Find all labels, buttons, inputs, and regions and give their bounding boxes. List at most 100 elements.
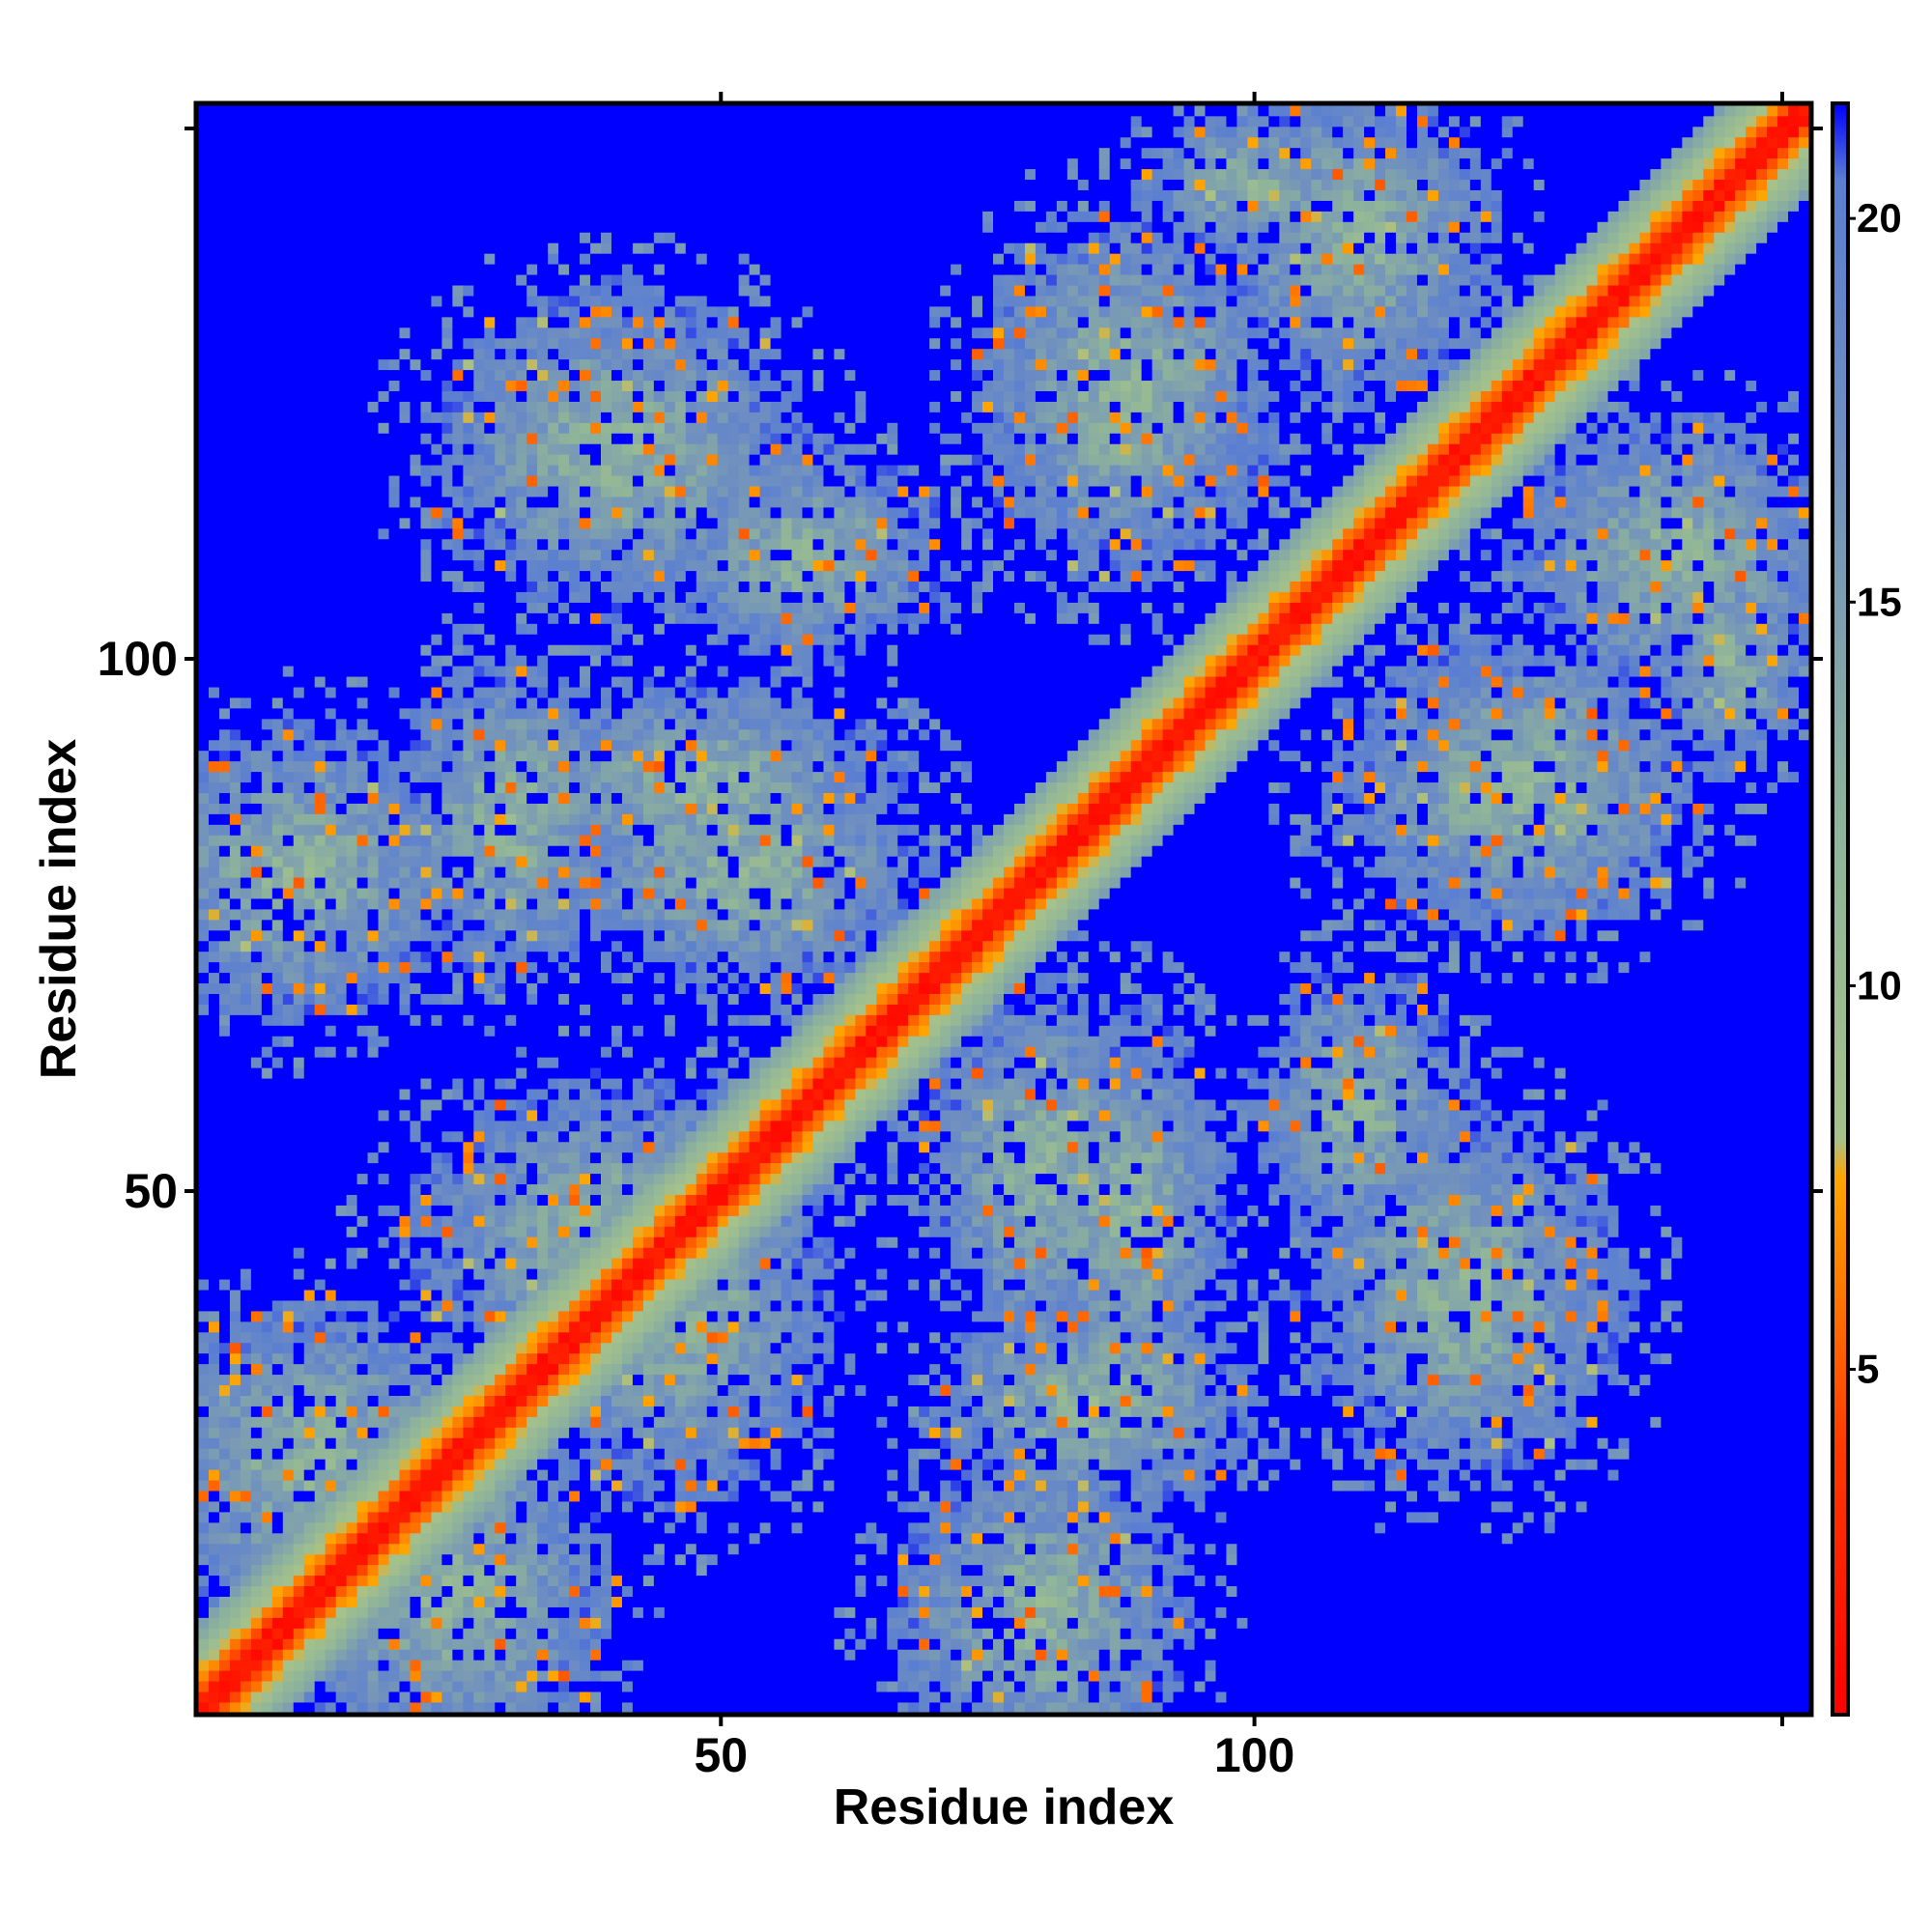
heatmap-cell: [1236, 1543, 1248, 1555]
heatmap-cell: [951, 1628, 962, 1639]
heatmap-cell: [452, 1638, 464, 1650]
heatmap-cell: [855, 1374, 867, 1386]
heatmap-cell: [261, 1532, 273, 1545]
heatmap-cell: [812, 1585, 824, 1597]
heatmap-cell: [271, 1564, 284, 1577]
heatmap-cell: [1364, 1521, 1376, 1534]
heatmap-cell: [781, 1395, 792, 1406]
heatmap-cell: [1013, 1617, 1026, 1629]
heatmap-cell: [897, 1512, 909, 1523]
heatmap-cell: [1469, 1384, 1482, 1396]
heatmap-cell: [951, 1374, 962, 1386]
heatmap-cell: [940, 1628, 952, 1639]
heatmap-cell: [1226, 1395, 1237, 1406]
heatmap-cell: [1650, 1512, 1662, 1523]
heatmap-cell: [940, 1395, 952, 1406]
heatmap-cell: [484, 1617, 496, 1629]
heatmap-cell: [569, 1532, 581, 1545]
heatmap-cell: [1448, 1427, 1461, 1438]
heatmap-cell: [759, 1606, 771, 1618]
heatmap-cell: [1300, 1575, 1312, 1587]
heatmap-cell: [484, 1702, 496, 1714]
heatmap-cell: [1321, 1543, 1333, 1555]
heatmap-cell: [537, 1553, 549, 1566]
heatmap-cell: [982, 1691, 994, 1703]
heatmap-cell: [1777, 1480, 1789, 1492]
heatmap-cell: [452, 1596, 464, 1607]
heatmap-cell: [548, 1596, 559, 1607]
heatmap-cell: [1544, 1459, 1556, 1470]
heatmap-cell: [240, 1532, 252, 1545]
heatmap-cell: [1173, 1681, 1184, 1692]
heatmap-cell: [1109, 1480, 1122, 1492]
heatmap-cell: [929, 1649, 941, 1661]
heatmap-cell: [1629, 1437, 1640, 1449]
heatmap-cell: [1290, 1437, 1301, 1449]
heatmap-cell: [1544, 1596, 1556, 1607]
heatmap-cell: [1586, 1532, 1598, 1545]
heatmap-cell: [1205, 1416, 1216, 1428]
heatmap-cell: [1565, 1670, 1577, 1682]
heatmap-cell: [229, 1374, 242, 1386]
heatmap-cell: [1162, 1553, 1174, 1566]
heatmap-cell: [1364, 1374, 1376, 1386]
heatmap-cell: [1332, 1628, 1344, 1639]
heatmap-cell: [1406, 1670, 1418, 1682]
heatmap-cell: [1618, 1596, 1630, 1607]
heatmap-cell: [441, 1660, 453, 1671]
heatmap-cell: [1692, 1575, 1704, 1587]
heatmap-cell: [727, 1532, 740, 1545]
heatmap-cell: [1077, 1395, 1090, 1406]
heatmap-cell: [1554, 1628, 1566, 1639]
heatmap-cell: [1469, 1702, 1482, 1714]
heatmap-cell: [293, 1437, 305, 1449]
heatmap-cell: [495, 1406, 506, 1417]
heatmap-cell: [1491, 1670, 1503, 1682]
heatmap-cell: [844, 1585, 856, 1597]
heatmap-cell: [961, 1437, 973, 1449]
heatmap-cell: [982, 1702, 994, 1714]
heatmap-cell: [876, 1459, 888, 1470]
heatmap-cell: [1056, 1469, 1068, 1481]
heatmap-cell: [1173, 1532, 1184, 1545]
heatmap-cell: [1671, 1628, 1683, 1639]
heatmap-cell: [1226, 1649, 1237, 1661]
heatmap-cell: [1565, 1491, 1577, 1502]
heatmap-cell: [548, 1384, 559, 1396]
heatmap-cell: [1459, 1469, 1471, 1481]
heatmap-cell: [897, 1585, 909, 1597]
heatmap-cell: [897, 1553, 909, 1566]
heatmap-cell: [1416, 1480, 1429, 1492]
heatmap-cell: [1703, 1575, 1715, 1587]
heatmap-cell: [1332, 1638, 1344, 1650]
heatmap-cell: [696, 1437, 708, 1449]
heatmap-cell: [526, 1681, 538, 1692]
heatmap-cell: [1480, 1437, 1492, 1449]
heatmap-cell: [410, 1585, 421, 1597]
heatmap-cell: [1332, 1691, 1344, 1703]
heatmap-cell: [887, 1585, 898, 1597]
heatmap-cell: [1777, 1416, 1789, 1428]
heatmap-cell: [1618, 1532, 1630, 1545]
heatmap-cell: [1226, 1553, 1237, 1566]
heatmap-cell: [1056, 1543, 1068, 1555]
heatmap-cell: [1692, 1480, 1704, 1492]
heatmap-cell: [1714, 1681, 1725, 1692]
heatmap-cell: [1300, 1660, 1312, 1671]
heatmap-cell: [473, 1501, 485, 1513]
heatmap-cell: [908, 1596, 920, 1607]
heatmap-cell: [1639, 1512, 1651, 1523]
heatmap-cell: [1045, 1681, 1058, 1692]
heatmap-cell: [335, 1448, 348, 1460]
heatmap-cell: [727, 1437, 740, 1449]
heatmap-cell: [940, 1512, 952, 1523]
heatmap-cell: [516, 1660, 527, 1671]
heatmap-cell: [696, 1575, 708, 1587]
heatmap-cell: [367, 1617, 379, 1629]
heatmap-cell: [1321, 1374, 1333, 1386]
heatmap-cell: [1205, 1702, 1216, 1714]
heatmap-cell: [335, 1702, 348, 1714]
heatmap-cell: [580, 1691, 591, 1703]
heatmap-cell: [1004, 1374, 1015, 1386]
heatmap-cell: [399, 1374, 411, 1386]
